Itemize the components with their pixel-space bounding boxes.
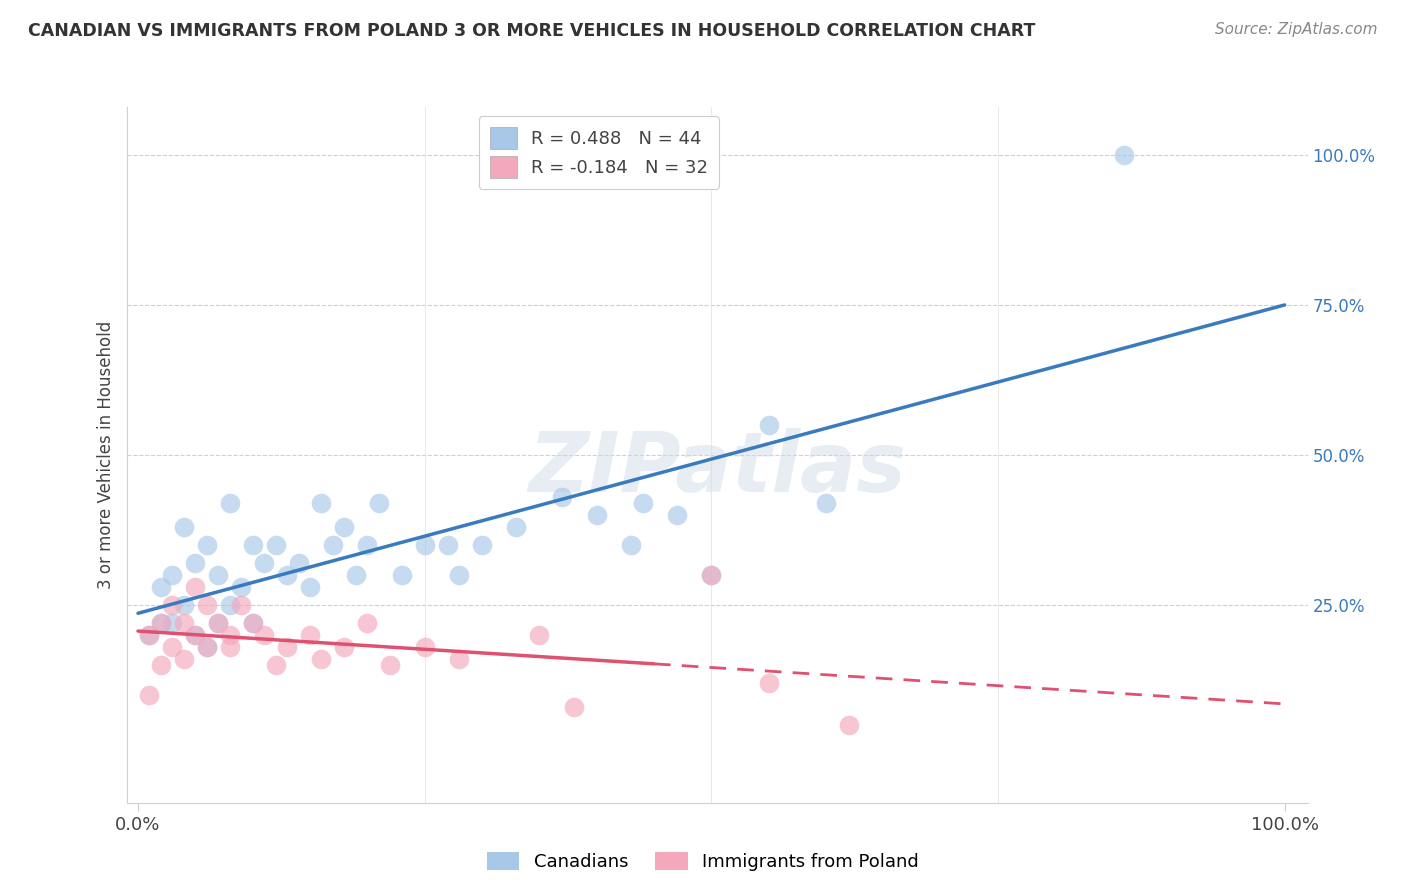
Point xyxy=(195,640,218,654)
Point xyxy=(218,628,240,642)
Point xyxy=(264,538,287,552)
Point xyxy=(311,496,333,510)
Point xyxy=(356,615,378,630)
Point xyxy=(758,417,780,432)
Point xyxy=(287,556,309,570)
Point xyxy=(173,598,195,612)
Point xyxy=(700,567,723,582)
Point xyxy=(551,490,574,504)
Point xyxy=(436,538,458,552)
Point xyxy=(1114,148,1136,162)
Point xyxy=(218,598,240,612)
Point xyxy=(449,652,471,666)
Point xyxy=(162,615,184,630)
Point xyxy=(162,640,184,654)
Point xyxy=(162,567,184,582)
Point xyxy=(333,520,356,534)
Point xyxy=(505,520,527,534)
Point xyxy=(631,496,654,510)
Point xyxy=(838,718,860,732)
Point xyxy=(298,580,321,594)
Point xyxy=(276,567,298,582)
Point xyxy=(814,496,837,510)
Point xyxy=(149,615,172,630)
Point xyxy=(276,640,298,654)
Text: CANADIAN VS IMMIGRANTS FROM POLAND 3 OR MORE VEHICLES IN HOUSEHOLD CORRELATION C: CANADIAN VS IMMIGRANTS FROM POLAND 3 OR … xyxy=(28,22,1035,40)
Point xyxy=(253,628,276,642)
Point xyxy=(149,657,172,672)
Point xyxy=(665,508,688,522)
Point xyxy=(264,657,287,672)
Legend: Canadians, Immigrants from Poland: Canadians, Immigrants from Poland xyxy=(479,845,927,879)
Point xyxy=(333,640,356,654)
Point xyxy=(391,567,413,582)
Point xyxy=(449,567,471,582)
Point xyxy=(149,615,172,630)
Point xyxy=(173,615,195,630)
Point xyxy=(149,580,172,594)
Point xyxy=(173,520,195,534)
Point xyxy=(195,598,218,612)
Point xyxy=(195,538,218,552)
Point xyxy=(138,628,160,642)
Point xyxy=(218,640,240,654)
Point xyxy=(367,496,389,510)
Point xyxy=(173,652,195,666)
Point xyxy=(758,676,780,690)
Point xyxy=(322,538,344,552)
Point xyxy=(207,615,229,630)
Point xyxy=(253,556,276,570)
Point xyxy=(242,615,264,630)
Legend: R = 0.488   N = 44, R = -0.184   N = 32: R = 0.488 N = 44, R = -0.184 N = 32 xyxy=(479,116,718,189)
Point xyxy=(218,496,240,510)
Point xyxy=(471,538,494,552)
Point xyxy=(562,699,585,714)
Point xyxy=(138,688,160,702)
Point xyxy=(138,628,160,642)
Point xyxy=(344,567,367,582)
Text: ZIPatlas: ZIPatlas xyxy=(529,428,905,509)
Point xyxy=(207,567,229,582)
Point xyxy=(184,628,207,642)
Point xyxy=(242,538,264,552)
Point xyxy=(184,580,207,594)
Point xyxy=(195,640,218,654)
Point xyxy=(231,580,253,594)
Point xyxy=(380,657,402,672)
Point xyxy=(231,598,253,612)
Point xyxy=(356,538,378,552)
Point xyxy=(242,615,264,630)
Point xyxy=(298,628,321,642)
Point xyxy=(162,598,184,612)
Y-axis label: 3 or more Vehicles in Household: 3 or more Vehicles in Household xyxy=(97,321,115,589)
Point xyxy=(413,640,436,654)
Text: Source: ZipAtlas.com: Source: ZipAtlas.com xyxy=(1215,22,1378,37)
Point xyxy=(184,556,207,570)
Point xyxy=(311,652,333,666)
Point xyxy=(207,615,229,630)
Point xyxy=(529,628,551,642)
Point xyxy=(620,538,643,552)
Point xyxy=(184,628,207,642)
Point xyxy=(585,508,607,522)
Point xyxy=(700,567,723,582)
Point xyxy=(413,538,436,552)
